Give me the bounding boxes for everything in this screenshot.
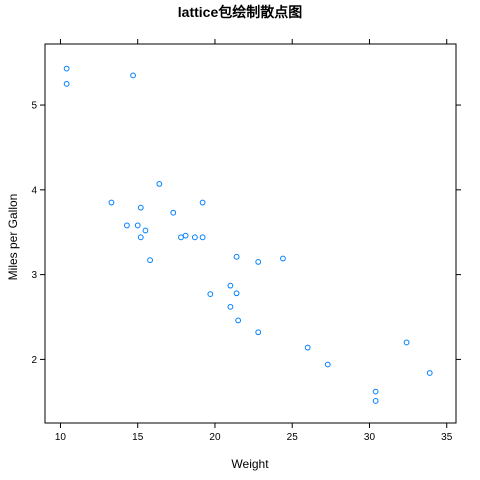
- chart-title: lattice包绘制散点图: [178, 4, 302, 20]
- x-axis: 10 15 20 25 30 35: [55, 39, 453, 443]
- data-point: [147, 257, 153, 264]
- data-point: [170, 209, 177, 216]
- x-tick-label: 20: [209, 432, 221, 443]
- data-point: [233, 290, 240, 297]
- y-axis-label: Miles per Gallon: [6, 194, 20, 281]
- data-point: [137, 234, 144, 241]
- data-point: [280, 255, 286, 262]
- data-point: [130, 72, 136, 79]
- data-point: [63, 65, 70, 72]
- x-tick-label: 35: [441, 432, 453, 443]
- data-point: [182, 232, 189, 239]
- data-point: [178, 234, 184, 241]
- x-tick-label: 30: [364, 432, 376, 443]
- y-axis: 2 3 4 5: [31, 101, 461, 366]
- data-point: [233, 253, 240, 260]
- data-point: [156, 180, 163, 187]
- data-point: [108, 199, 115, 206]
- data-points: [63, 65, 433, 404]
- x-axis-label: Weight: [231, 457, 269, 471]
- data-point: [426, 370, 433, 376]
- x-tick-label: 10: [55, 432, 67, 443]
- data-point: [227, 303, 234, 310]
- data-point: [324, 361, 331, 368]
- data-point: [372, 398, 379, 404]
- data-point: [235, 317, 242, 324]
- data-point: [199, 199, 206, 206]
- data-point: [142, 227, 149, 234]
- x-tick-label: 25: [287, 432, 299, 443]
- data-point: [123, 222, 130, 229]
- plot-frame: [44, 43, 457, 424]
- data-point: [372, 388, 379, 395]
- data-point: [191, 234, 198, 241]
- data-point: [63, 80, 70, 87]
- data-point: [304, 344, 311, 351]
- data-point: [207, 291, 214, 298]
- y-tick-label: 2: [31, 355, 37, 366]
- y-tick-label: 4: [31, 185, 37, 196]
- data-point: [255, 259, 262, 265]
- x-tick-label: 15: [132, 432, 144, 443]
- data-point: [134, 222, 141, 229]
- y-tick-label: 3: [31, 270, 37, 281]
- data-point: [255, 329, 262, 336]
- y-tick-label: 5: [31, 101, 37, 112]
- data-point: [403, 339, 410, 346]
- data-point: [199, 234, 206, 241]
- data-point: [227, 282, 234, 289]
- data-point: [137, 204, 144, 211]
